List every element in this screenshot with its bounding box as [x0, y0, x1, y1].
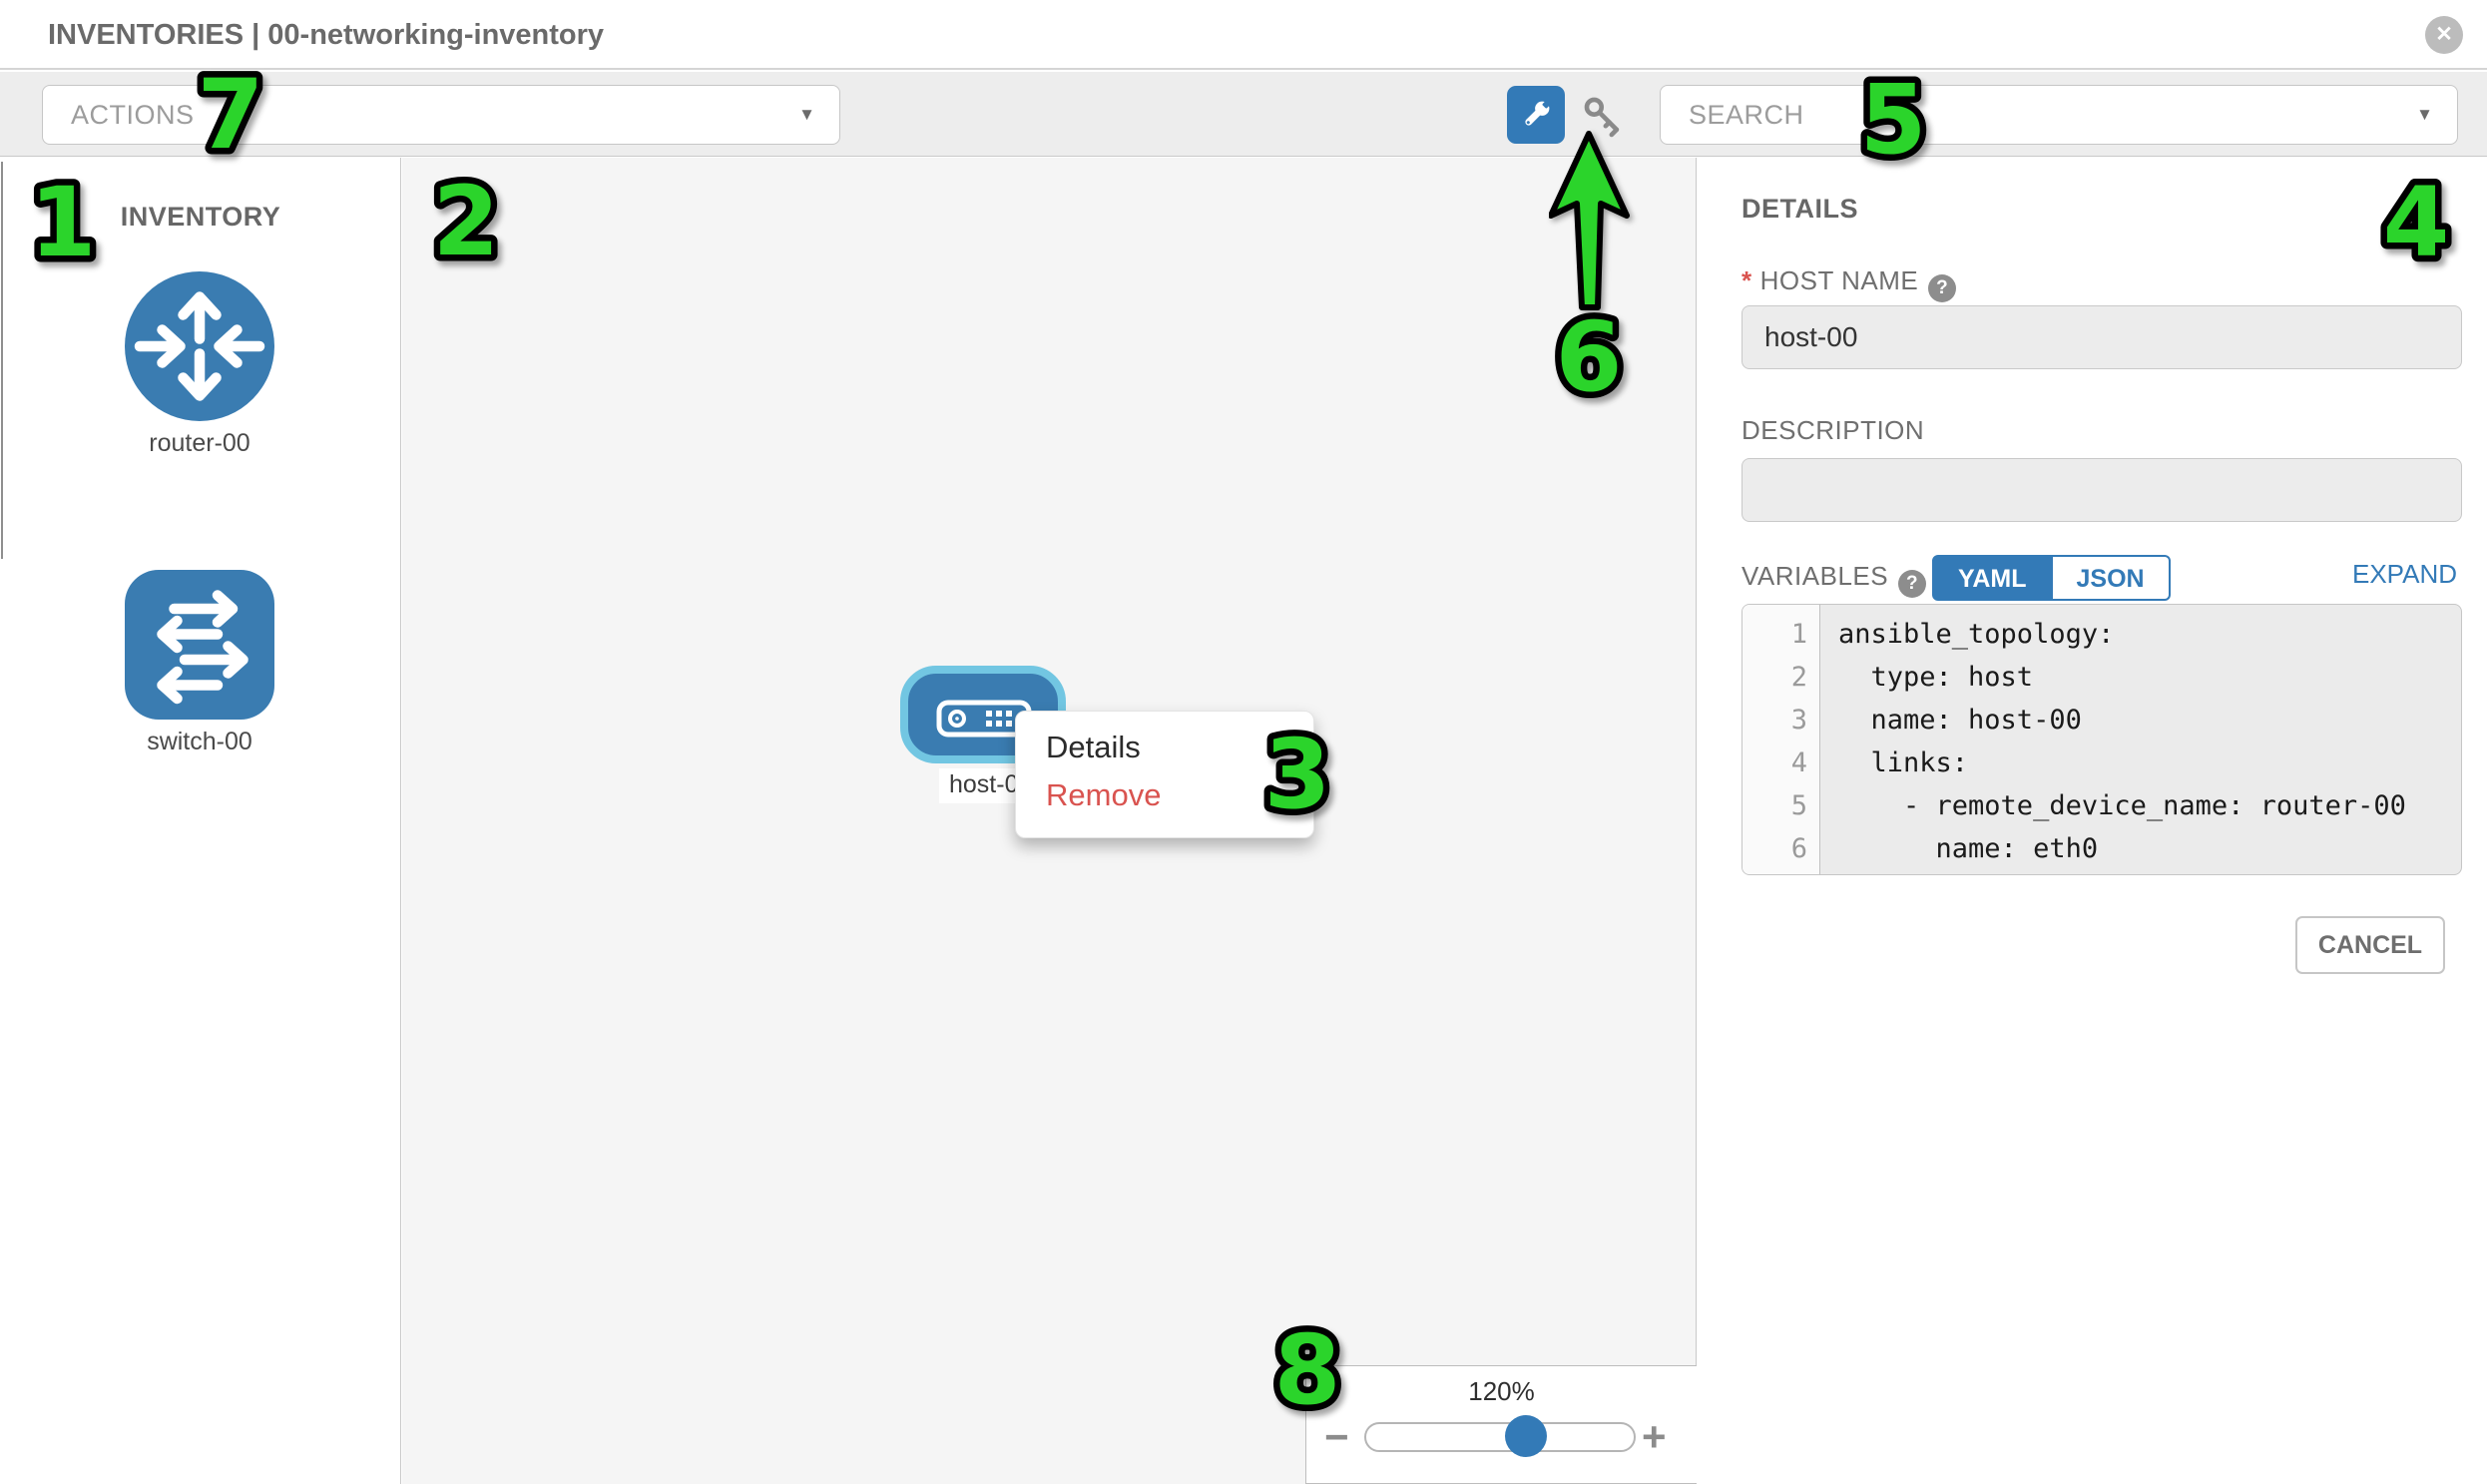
inventory-palette-sidebar: INVENTORY router-00 [0, 158, 401, 1484]
code-line: links: [1838, 747, 1969, 778]
page-title: INVENTORIES | 00-networking-inventory [48, 19, 605, 51]
details-heading: DETAILS [1741, 194, 1858, 224]
switch-label: switch-00 [147, 728, 252, 755]
code-line: name: eth0 [1838, 833, 2099, 864]
variables-format-toggle: YAML JSON [1932, 555, 2171, 601]
topology-canvas[interactable]: host-00 Details Remove 120% − + [402, 158, 1697, 1484]
search-dropdown[interactable]: SEARCH ▼ [1660, 85, 2458, 145]
details-panel: DETAILS *HOST NAME? DESCRIPTION VARIABLE… [1698, 158, 2487, 1484]
code-line: - remote_device_name: router-00 [1838, 790, 2406, 821]
inventory-heading: INVENTORY [120, 202, 281, 232]
palette-item-router[interactable]: router-00 [125, 271, 274, 458]
actions-dropdown-label: ACTIONS [71, 100, 195, 130]
zoom-slider[interactable] [1364, 1415, 1636, 1457]
menu-item-remove[interactable]: Remove [1046, 777, 1162, 812]
zoom-slider-thumb[interactable] [1505, 1415, 1547, 1457]
yaml-toggle-button[interactable]: YAML [1932, 555, 2053, 601]
editor-code-area[interactable]: ansible_topology: type: host name: host-… [1820, 605, 2461, 874]
router-icon [125, 271, 274, 421]
expand-link[interactable]: EXPAND [2352, 559, 2457, 589]
variables-code-editor[interactable]: 1 2 3 4 5 6 7 ansible_topology: type: ho… [1741, 604, 2462, 875]
json-toggle-button[interactable]: JSON [2052, 555, 2171, 601]
switch-icon [125, 570, 274, 720]
sidebar-edge-line [1, 162, 3, 559]
code-line: remote_interface_name: eth0 [1838, 870, 2461, 874]
code-line: ansible_topology: [1838, 619, 2115, 650]
router-label: router-00 [149, 429, 250, 457]
help-icon[interactable]: ? [1928, 274, 1957, 302]
node-context-menu: Details Remove [1015, 711, 1314, 838]
header-bar: INVENTORIES | 00-networking-inventory ✕ [0, 0, 2487, 70]
code-line: name: host-00 [1838, 705, 2082, 736]
help-icon[interactable]: ? [1898, 570, 1927, 598]
search-dropdown-label: SEARCH [1689, 100, 1804, 130]
editor-line-numbers: 1 2 3 4 5 6 7 [1742, 605, 1820, 874]
configure-tools-button[interactable] [1507, 86, 1565, 144]
key-icon [1581, 97, 1627, 144]
chevron-down-icon: ▼ [798, 105, 815, 124]
actions-dropdown[interactable]: ACTIONS ▼ [42, 85, 840, 145]
host-name-input[interactable] [1741, 305, 2462, 369]
zoom-out-button[interactable]: − [1324, 1413, 1349, 1460]
credentials-key-button[interactable] [1581, 94, 1627, 140]
variables-label: VARIABLES? [1741, 561, 1927, 598]
palette-item-switch[interactable]: switch-00 [125, 570, 274, 756]
required-asterisk: * [1741, 265, 1752, 295]
close-icon[interactable]: ✕ [2425, 16, 2463, 54]
zoom-level-value: 120% [1468, 1376, 1535, 1406]
zoom-control-panel: 120% − + [1305, 1365, 1697, 1484]
zoom-in-button[interactable]: + [1642, 1413, 1667, 1460]
description-label: DESCRIPTION [1741, 415, 1925, 445]
description-input[interactable] [1741, 458, 2462, 522]
cancel-button[interactable]: CANCEL [2295, 916, 2445, 974]
code-line: type: host [1838, 662, 2034, 693]
chevron-down-icon: ▼ [2416, 105, 2433, 124]
toolbar: ACTIONS ▼ [0, 72, 2487, 157]
menu-item-details[interactable]: Details [1046, 730, 1141, 764]
host-name-label: * HOST NAME? [1741, 265, 1957, 302]
